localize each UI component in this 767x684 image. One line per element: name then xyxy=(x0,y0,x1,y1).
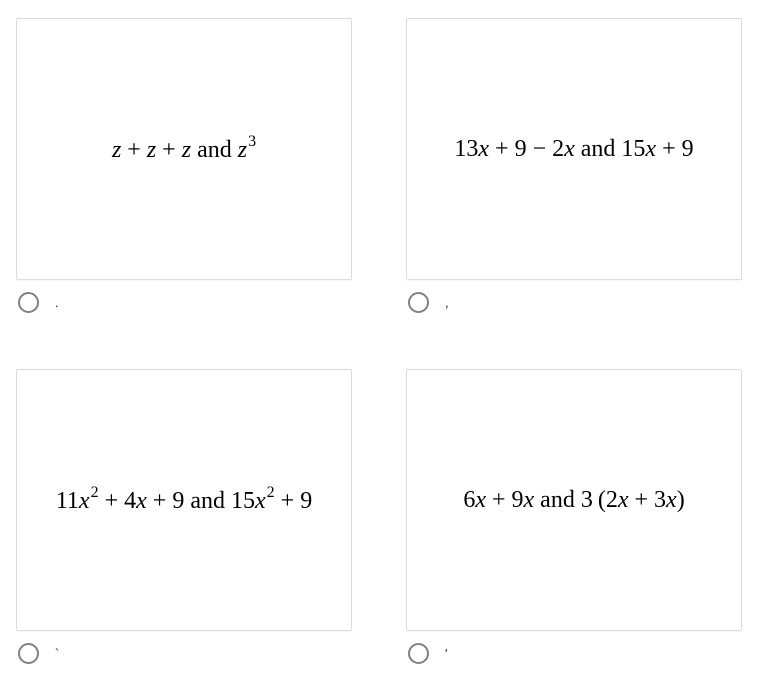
math-expression-a: z+z+z and z3 xyxy=(112,136,256,162)
option-card-d[interactable]: 6x+9x and 3(2x+3x) xyxy=(406,369,742,631)
option-b: 13x+9−2x and 15x+9 , xyxy=(406,18,742,313)
option-card-a[interactable]: z+z+z and z3 xyxy=(16,18,352,280)
radio-row-b: , xyxy=(406,292,742,313)
radio-label-c: ` xyxy=(55,646,59,661)
math-expression-d: 6x+9x and 3(2x+3x) xyxy=(463,488,684,512)
radio-label-d: ' xyxy=(445,646,447,661)
option-card-c[interactable]: 11x2+4x+9 and 15x2+9 xyxy=(16,369,352,631)
option-a: z+z+z and z3 . xyxy=(16,18,352,313)
radio-button-d[interactable] xyxy=(408,643,429,664)
radio-label-b: , xyxy=(445,295,449,310)
options-grid: z+z+z and z3 . 13x+9−2x and 15x+9 , 11x2… xyxy=(16,18,751,664)
math-expression-c: 11x2+4x+9 and 15x2+9 xyxy=(56,487,312,513)
math-expression-b: 13x+9−2x and 15x+9 xyxy=(454,137,693,161)
radio-row-a: . xyxy=(16,292,352,313)
radio-label-a: . xyxy=(55,295,59,310)
radio-row-d: ' xyxy=(406,643,742,664)
radio-button-a[interactable] xyxy=(18,292,39,313)
radio-button-b[interactable] xyxy=(408,292,429,313)
option-d: 6x+9x and 3(2x+3x) ' xyxy=(406,369,742,664)
radio-button-c[interactable] xyxy=(18,643,39,664)
option-card-b[interactable]: 13x+9−2x and 15x+9 xyxy=(406,18,742,280)
option-c: 11x2+4x+9 and 15x2+9 ` xyxy=(16,369,352,664)
radio-row-c: ` xyxy=(16,643,352,664)
